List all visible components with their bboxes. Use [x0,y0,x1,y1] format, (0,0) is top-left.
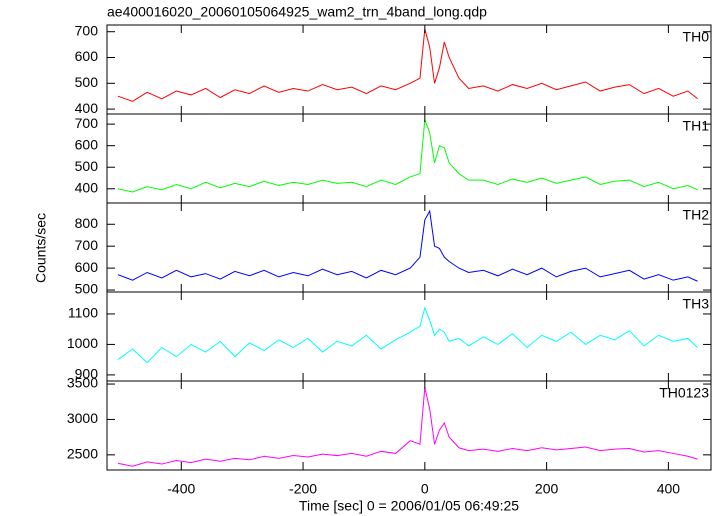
x-tick-label: 200 [535,481,559,497]
x-tick-label: 400 [657,481,681,497]
y-tick-label: 500 [75,281,99,297]
chart-title: ae400016020_20060105064925_wam2_trn_4ban… [107,4,487,20]
y-tick-label: 900 [75,366,99,382]
y-tick-label: 600 [75,136,99,152]
y-tick-label: 400 [75,179,99,195]
panel-label: TH0 [683,29,710,45]
light-curve [117,209,698,282]
y-tick-label: 3000 [67,410,98,426]
y-tick-label: 700 [75,237,99,253]
panel-frame [106,113,712,204]
y-tick-label: 600 [75,48,99,64]
y-axis-label: Counts/sec [33,213,49,283]
panel-frame [106,24,712,115]
light-curve [117,119,698,193]
y-tick-label: 500 [75,74,99,90]
light-curve [117,306,698,364]
light-curve [117,387,698,467]
panel-label: TH3 [683,296,710,312]
panel-label: TH1 [683,118,710,134]
panel-label: TH2 [683,207,710,223]
y-tick-label: 3500 [67,375,98,391]
x-tick-label: -400 [167,481,195,497]
x-axis-label: Time [sec] 0 = 2006/01/05 06:49:25 [299,498,519,514]
y-tick-label: 1100 [68,305,98,321]
panel-frame [106,202,712,293]
panel-frame [106,380,712,471]
y-tick-label: 500 [75,158,99,174]
y-tick-label: 700 [75,22,99,38]
panel-label: TH0123 [659,385,709,401]
x-tick-label: 0 [421,481,429,497]
y-tick-label: 2500 [67,446,98,462]
x-tick-label: -200 [289,481,317,497]
y-tick-label: 1000 [67,335,98,351]
y-tick-label: 600 [75,259,99,275]
y-tick-label: 700 [75,115,99,131]
light-curve [117,28,698,102]
y-tick-label: 400 [75,100,99,116]
y-tick-label: 800 [75,215,99,231]
